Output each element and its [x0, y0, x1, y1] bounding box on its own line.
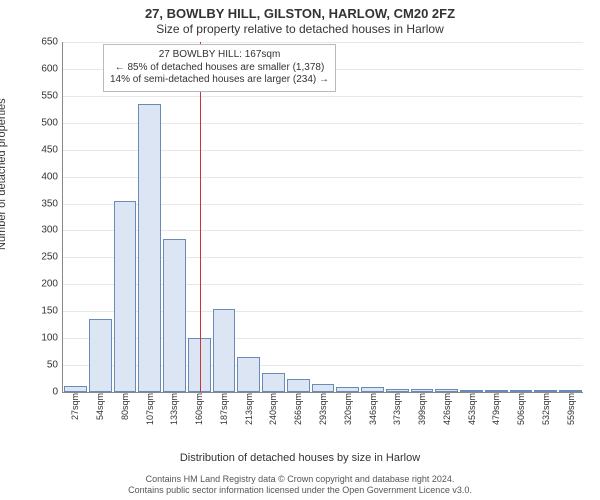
histogram-bar — [213, 309, 236, 392]
histogram-bar — [510, 390, 533, 392]
histogram-bar — [435, 389, 458, 392]
annotation-line-3: 14% of semi-detached houses are larger (… — [110, 74, 329, 87]
x-tick-label: 213sqm — [244, 393, 254, 425]
x-tick-label: 399sqm — [417, 393, 427, 425]
histogram-bar — [559, 390, 582, 392]
y-tick-label: 100 — [28, 333, 58, 344]
gridline — [63, 42, 583, 43]
x-tick-label: 320sqm — [343, 393, 353, 425]
y-tick-label: 650 — [28, 37, 58, 48]
annotation-line-1: 27 BOWLBY HILL: 167sqm — [110, 49, 329, 62]
y-tick-label: 500 — [28, 117, 58, 128]
y-tick-label: 150 — [28, 306, 58, 317]
histogram-bar — [534, 390, 557, 392]
histogram-bar — [89, 319, 112, 392]
x-tick-label: 559sqm — [566, 393, 576, 425]
x-tick-label: 426sqm — [442, 393, 452, 425]
histogram-bar — [485, 390, 508, 392]
x-tick-label: 373sqm — [392, 393, 402, 425]
x-tick-label: 240sqm — [268, 393, 278, 425]
chart-subtitle: Size of property relative to detached ho… — [0, 22, 600, 36]
y-tick-label: 50 — [28, 360, 58, 371]
y-tick-label: 450 — [28, 144, 58, 155]
y-axis-label: Number of detached properties — [0, 98, 8, 250]
gridline — [63, 96, 583, 97]
histogram-bar — [287, 379, 310, 392]
x-tick-label: 107sqm — [145, 393, 155, 425]
x-tick-label: 80sqm — [120, 393, 130, 420]
y-tick-label: 300 — [28, 225, 58, 236]
histogram-bar — [114, 201, 137, 392]
histogram-bar — [336, 387, 359, 392]
histogram-bar — [411, 389, 434, 392]
histogram-bar — [237, 357, 260, 392]
histogram-bar — [64, 386, 87, 392]
x-tick-label: 532sqm — [541, 393, 551, 425]
x-tick-label: 266sqm — [293, 393, 303, 425]
footer-attribution: Contains HM Land Registry data © Crown c… — [0, 474, 600, 496]
x-tick-label: 506sqm — [516, 393, 526, 425]
plot-area: 0501001502002503003504004505005506006502… — [62, 42, 583, 393]
x-tick-label: 293sqm — [318, 393, 328, 425]
y-tick-label: 550 — [28, 90, 58, 101]
footer-line-2: Contains public sector information licen… — [0, 485, 600, 496]
y-tick-label: 0 — [28, 387, 58, 398]
y-tick-label: 350 — [28, 198, 58, 209]
x-tick-label: 54sqm — [95, 393, 105, 420]
histogram-bar — [262, 373, 285, 392]
x-tick-label: 453sqm — [467, 393, 477, 425]
annotation-box: 27 BOWLBY HILL: 167sqm← 85% of detached … — [103, 44, 336, 92]
footer-line-1: Contains HM Land Registry data © Crown c… — [0, 474, 600, 485]
x-axis-label: Distribution of detached houses by size … — [0, 452, 600, 464]
x-tick-label: 187sqm — [219, 393, 229, 425]
histogram-bar — [460, 390, 483, 392]
y-tick-label: 400 — [28, 171, 58, 182]
histogram-bar — [163, 239, 186, 392]
x-tick-label: 346sqm — [368, 393, 378, 425]
histogram-bar — [361, 387, 384, 392]
x-tick-label: 479sqm — [491, 393, 501, 425]
x-tick-label: 160sqm — [194, 393, 204, 425]
y-tick-label: 600 — [28, 63, 58, 74]
annotation-line-2: ← 85% of detached houses are smaller (1,… — [110, 62, 329, 75]
property-marker-line — [200, 42, 201, 392]
x-tick-label: 133sqm — [169, 393, 179, 425]
chart-container: 27, BOWLBY HILL, GILSTON, HARLOW, CM20 2… — [0, 0, 600, 500]
histogram-bar — [386, 389, 409, 392]
y-tick-label: 200 — [28, 279, 58, 290]
y-tick-label: 250 — [28, 252, 58, 263]
histogram-bar — [312, 384, 335, 392]
chart-title: 27, BOWLBY HILL, GILSTON, HARLOW, CM20 2… — [0, 6, 600, 21]
histogram-bar — [138, 104, 161, 392]
x-tick-label: 27sqm — [70, 393, 80, 420]
